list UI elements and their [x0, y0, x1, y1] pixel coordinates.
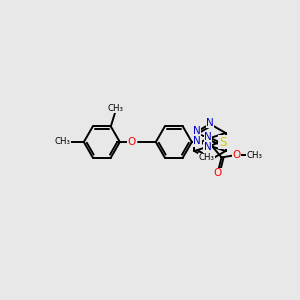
Text: O: O [128, 137, 136, 147]
Text: N: N [194, 136, 201, 146]
Text: N: N [193, 127, 201, 136]
Text: N: N [204, 132, 212, 142]
Text: S: S [219, 136, 226, 148]
Text: O: O [232, 150, 241, 161]
Text: N: N [204, 142, 211, 152]
Text: CH₃: CH₃ [247, 151, 262, 160]
Text: O: O [213, 168, 222, 178]
Text: CH₃: CH₃ [199, 153, 214, 162]
Text: CH₃: CH₃ [108, 104, 124, 113]
Text: N: N [206, 118, 214, 128]
Text: CH₃: CH₃ [55, 137, 71, 146]
